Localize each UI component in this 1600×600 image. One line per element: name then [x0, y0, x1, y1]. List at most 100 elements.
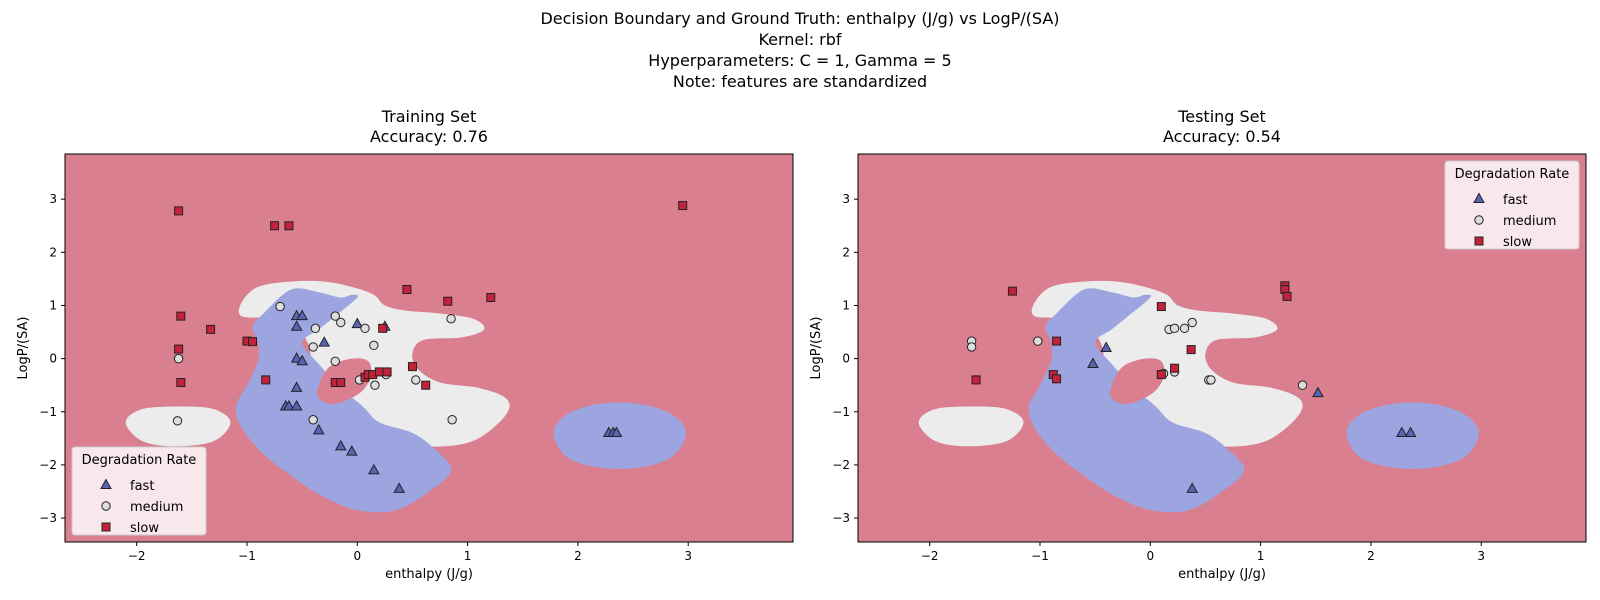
legend-marker-medium: [1474, 215, 1484, 225]
x-tick-label: −2: [921, 549, 939, 563]
fast-point: [1395, 426, 1408, 438]
medium-point: [172, 416, 183, 426]
legend-title: Degradation Rate: [82, 453, 197, 468]
slow-point: [248, 337, 258, 347]
slow-point: [1007, 286, 1017, 296]
legend-label-fast: fast: [130, 479, 154, 494]
slow-region-pocket: [1109, 358, 1165, 404]
legend-marker-slow: [101, 522, 111, 532]
fast-point: [296, 354, 309, 366]
x-tick-label: 1: [464, 549, 472, 563]
medium-region-left: [918, 406, 1024, 447]
slow-point: [270, 221, 280, 231]
medium-point: [1297, 380, 1308, 390]
medium-point: [330, 311, 340, 321]
fast-point: [345, 445, 358, 456]
slow-point: [174, 344, 184, 354]
panel-title: Training Set: [381, 107, 477, 126]
axes-frame: [64, 153, 794, 543]
panel-title: Testing Set: [1177, 107, 1266, 126]
panel-subtitle: Accuracy: 0.76: [370, 127, 488, 146]
y-tick-label: −2: [832, 458, 850, 472]
legend-label-fast: fast: [1503, 193, 1527, 208]
legend-label-medium: medium: [1503, 214, 1556, 229]
slow-point: [206, 324, 216, 334]
x-tick-label: −1: [238, 549, 256, 563]
slow-point: [407, 362, 417, 372]
slow-point: [421, 380, 431, 390]
slow-point: [1052, 374, 1062, 384]
legend: Degradation Rate fast medium slow: [1444, 160, 1580, 250]
medium-point: [446, 314, 456, 324]
y-tick-label: 1: [842, 298, 850, 312]
medium-region-left: [125, 406, 231, 447]
slow-point: [176, 378, 186, 388]
medium-point: [275, 301, 285, 312]
fast-point: [290, 399, 303, 411]
medium-point: [173, 353, 184, 364]
legend-marker-medium: [101, 501, 111, 511]
y-tick-label: −3: [832, 511, 850, 525]
slow-point: [402, 285, 412, 295]
data-points: [966, 281, 1417, 493]
slow-point: [261, 375, 271, 385]
medium-point: [447, 415, 457, 425]
legend-marker-fast: [1473, 192, 1485, 203]
fast-point: [1087, 357, 1099, 368]
x-tick-label: 2: [574, 549, 582, 563]
slow-point: [486, 293, 496, 303]
slow-point: [1156, 370, 1166, 380]
legend-label-slow: slow: [130, 521, 159, 536]
suptitle-line-3: Hyperparameters: C = 1, Gamma = 5: [648, 51, 952, 70]
fast-point: [312, 423, 325, 435]
slow-point: [378, 323, 388, 333]
fast-point: [351, 317, 364, 329]
suptitle-line-1: Decision Boundary and Ground Truth: enth…: [540, 9, 1060, 28]
panel-subtitle: Accuracy: 0.54: [1163, 127, 1281, 146]
legend-marker-slow: [1474, 236, 1484, 246]
medium-point: [330, 356, 340, 366]
legend: Degradation Rate fast medium slow: [71, 446, 207, 536]
y-axis-label: LogP/(SA): [809, 317, 824, 380]
y-tick-label: 0: [49, 352, 57, 366]
y-tick-label: 3: [49, 192, 57, 206]
y-tick-label: −1: [832, 405, 850, 419]
medium-point: [1033, 336, 1043, 346]
y-tick-label: −3: [39, 511, 57, 525]
slow-point: [971, 375, 981, 385]
medium-point: [308, 342, 318, 352]
medium-point: [1187, 317, 1197, 328]
medium-point: [308, 415, 318, 425]
y-tick-label: 2: [49, 245, 57, 259]
y-tick-label: 2: [842, 245, 850, 259]
x-tick-label: 0: [353, 549, 361, 563]
x-axis-label: enthalpy (J/g): [385, 567, 473, 582]
medium-point: [966, 342, 977, 352]
slow-point: [1186, 345, 1196, 355]
fast-point: [290, 381, 303, 392]
suptitle-line-2: Kernel: rbf: [758, 30, 842, 49]
figure-suptitle: Decision Boundary and Ground Truth: enth…: [0, 8, 1600, 92]
left-panel: −2 −1 0 1 2 3 −3 −2 −1 0 1 2 3 enthalpy (J/g) LogP/(SA…: [16, 107, 794, 582]
fast-point: [318, 336, 331, 347]
x-axis-label: enthalpy (J/g): [1178, 567, 1266, 582]
x-tick-label: 3: [684, 549, 692, 563]
y-tick-label: 1: [49, 298, 57, 312]
data-points: [172, 201, 688, 493]
fast-point: [290, 352, 303, 363]
slow-point: [174, 206, 184, 216]
x-tick-label: 1: [1257, 549, 1265, 563]
fast-point: [393, 482, 406, 493]
right-panel: −2 −1 0 1 2 3 −3 −2 −1 0 1 2 3 enthalpy (J/g) LogP/(SA…: [809, 107, 1587, 582]
fast-point: [367, 463, 380, 475]
y-tick-label: 0: [842, 352, 850, 366]
legend-title: Degradation Rate: [1455, 167, 1570, 182]
slow-point: [336, 378, 346, 388]
decision-regions: [65, 154, 793, 542]
y-axis-label: LogP/(SA): [16, 317, 31, 380]
legend-box: [1444, 160, 1580, 250]
legend-label-slow: slow: [1503, 235, 1532, 250]
x-tick-label: 2: [1367, 549, 1375, 563]
fast-point: [283, 399, 295, 411]
slow-point: [1170, 363, 1180, 373]
